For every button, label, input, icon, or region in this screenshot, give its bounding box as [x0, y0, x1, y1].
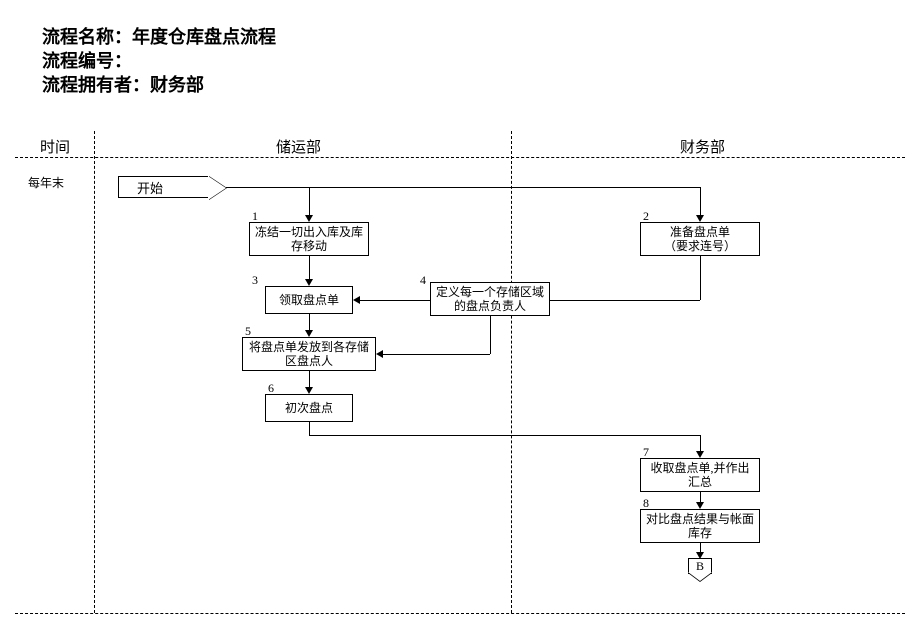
- grid-hline-top: [15, 157, 905, 158]
- arrow-n4-into-n5: [376, 350, 383, 358]
- num-3: 3: [252, 273, 258, 288]
- arrow-into-n7: [696, 451, 704, 458]
- connector-b: B: [688, 558, 712, 574]
- node-1: 冻结一切出入库及库存移动: [249, 222, 369, 256]
- lane-dept1: 储运部: [276, 136, 321, 157]
- lane-dept2: 财务部: [680, 136, 725, 157]
- num-4: 4: [420, 273, 426, 288]
- edge-start-n1: [309, 187, 310, 216]
- node-5: 将盘点单发放到各存储区盘点人: [242, 337, 376, 371]
- arrow-into-n3: [305, 279, 313, 286]
- start-node: 开始: [118, 176, 208, 198]
- edge-n6-right: [309, 435, 700, 436]
- arrow-into-n6: [305, 387, 313, 394]
- arrow-into-n8: [696, 502, 704, 509]
- edge-n4-down: [490, 316, 491, 354]
- flowchart-page: 流程名称：年度仓库盘点流程 流程编号： 流程拥有者：财务部 时间 储运部 财务部…: [0, 0, 920, 637]
- node-3: 领取盘点单: [265, 286, 353, 314]
- arrow-into-n1: [305, 215, 313, 222]
- grid-vline-1: [94, 131, 95, 613]
- edge-n2-down: [700, 256, 701, 300]
- edge-n3-n5: [309, 314, 310, 331]
- edge-n6-down2: [700, 435, 701, 452]
- edge-start-n2: [700, 187, 701, 216]
- node-6: 初次盘点: [265, 394, 353, 422]
- node-7: 收取盘点单,并作出汇总: [640, 458, 760, 492]
- arrow-n2-into-n3: [353, 296, 360, 304]
- row-label: 每年末: [28, 174, 64, 191]
- arrow-into-n2: [696, 215, 704, 222]
- edge-start-h: [226, 187, 700, 188]
- grid-vline-2: [511, 131, 512, 613]
- node-8: 对比盘点结果与帐面库存: [640, 509, 760, 543]
- header-block: 流程名称：年度仓库盘点流程 流程编号： 流程拥有者：财务部: [42, 25, 276, 97]
- lane-time: 时间: [40, 136, 70, 157]
- edge-n6-down1: [309, 422, 310, 435]
- edge-n5-n6: [309, 371, 310, 388]
- edge-n1-n3: [309, 256, 310, 280]
- arrow-into-n5: [305, 330, 313, 337]
- header-number: 流程编号：: [42, 49, 276, 73]
- edge-n4-left: [383, 354, 490, 355]
- node-2: 准备盘点单 （要求连号）: [640, 222, 760, 256]
- grid-hline-bottom: [15, 613, 905, 614]
- header-name: 流程名称：年度仓库盘点流程: [42, 25, 276, 49]
- node-4: 定义每一个存储区域的盘点负责人: [430, 282, 550, 316]
- header-owner: 流程拥有者：财务部: [42, 73, 276, 97]
